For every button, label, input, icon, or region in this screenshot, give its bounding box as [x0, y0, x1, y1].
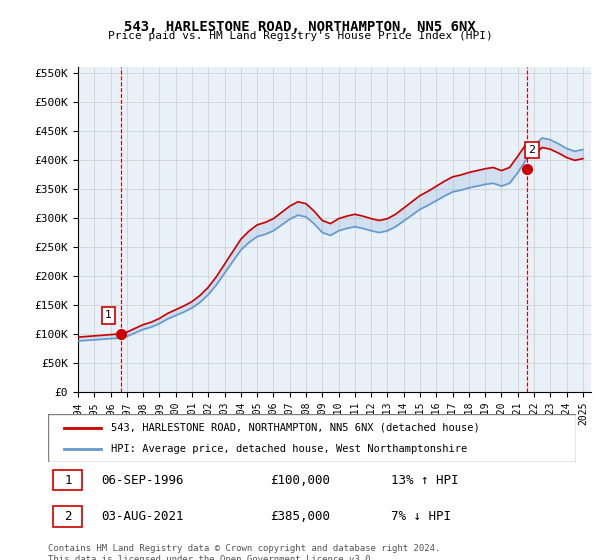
Text: £385,000: £385,000: [270, 510, 330, 523]
Text: HPI: Average price, detached house, West Northamptonshire: HPI: Average price, detached house, West…: [112, 444, 467, 454]
Text: 7% ↓ HPI: 7% ↓ HPI: [391, 510, 451, 523]
FancyBboxPatch shape: [53, 470, 82, 491]
Text: 543, HARLESTONE ROAD, NORTHAMPTON, NN5 6NX: 543, HARLESTONE ROAD, NORTHAMPTON, NN5 6…: [124, 20, 476, 34]
Text: 1: 1: [105, 310, 112, 320]
Text: Contains HM Land Registry data © Crown copyright and database right 2024.
This d: Contains HM Land Registry data © Crown c…: [48, 544, 440, 560]
Text: 2: 2: [64, 510, 71, 523]
Text: 06-SEP-1996: 06-SEP-1996: [101, 474, 184, 487]
Text: Price paid vs. HM Land Registry's House Price Index (HPI): Price paid vs. HM Land Registry's House …: [107, 31, 493, 41]
Text: 1: 1: [64, 474, 71, 487]
Text: 13% ↑ HPI: 13% ↑ HPI: [391, 474, 459, 487]
FancyBboxPatch shape: [48, 414, 576, 462]
Text: 2: 2: [529, 145, 536, 155]
FancyBboxPatch shape: [53, 506, 82, 526]
Text: 03-AUG-2021: 03-AUG-2021: [101, 510, 184, 523]
Text: £100,000: £100,000: [270, 474, 330, 487]
Text: 543, HARLESTONE ROAD, NORTHAMPTON, NN5 6NX (detached house): 543, HARLESTONE ROAD, NORTHAMPTON, NN5 6…: [112, 423, 480, 433]
